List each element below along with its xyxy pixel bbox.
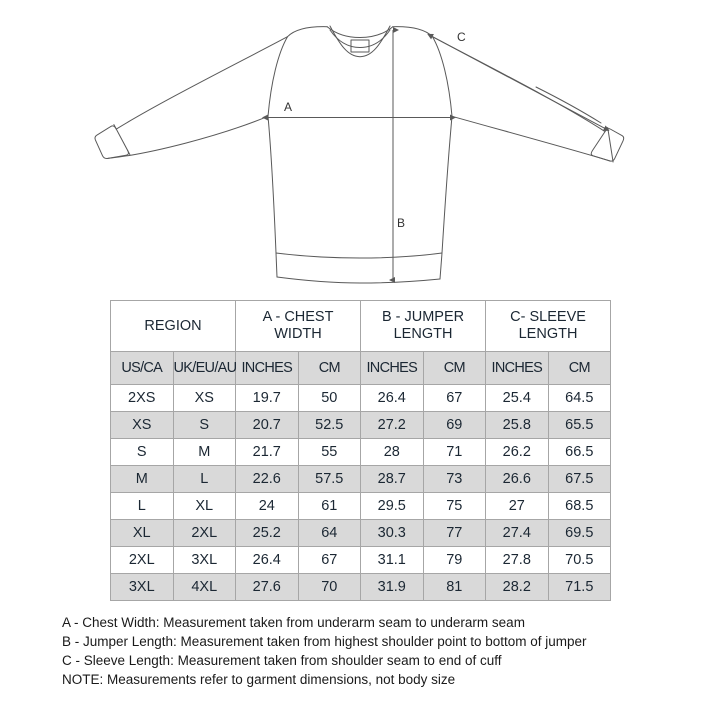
svg-text:C: C [457, 30, 466, 44]
svg-text:B: B [397, 216, 405, 230]
svg-text:A: A [284, 100, 292, 114]
